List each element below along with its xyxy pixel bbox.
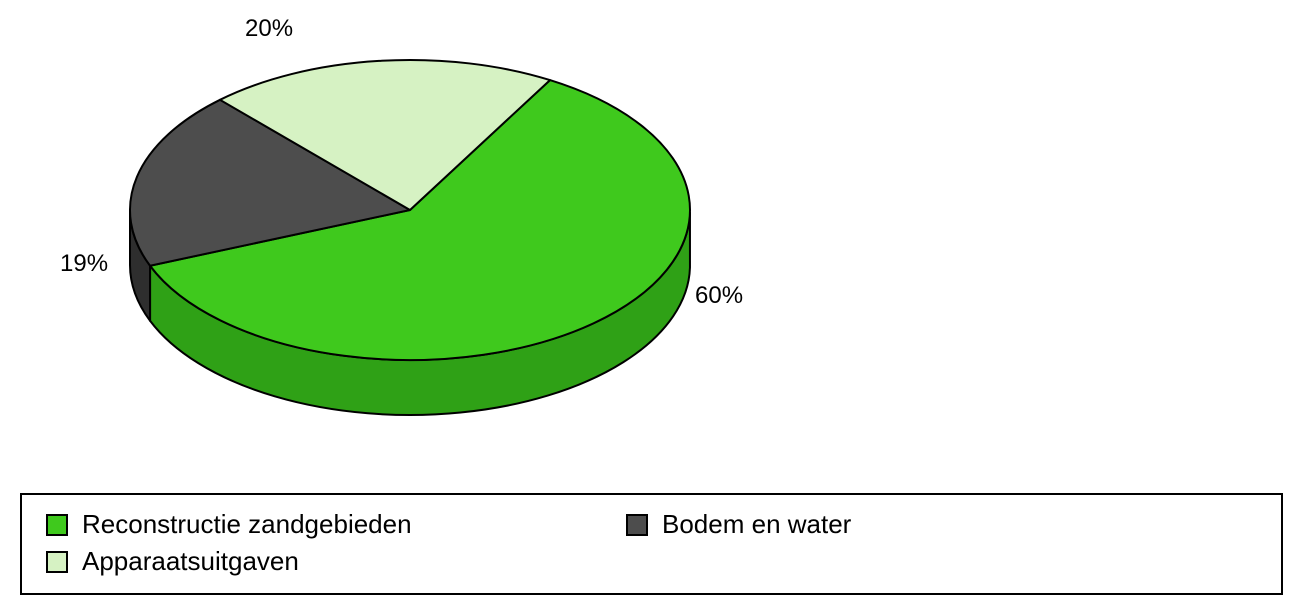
slice-label-2: 20% xyxy=(245,15,293,43)
legend: Reconstructie zandgebieden Bodem en wate… xyxy=(20,493,1283,595)
pie-chart-3d: 60% 19% 20% xyxy=(40,0,840,450)
legend-item-2: Apparaatsuitgaven xyxy=(46,546,586,577)
legend-text-2: Apparaatsuitgaven xyxy=(82,546,299,577)
legend-swatch-2 xyxy=(46,551,68,573)
legend-text-0: Reconstructie zandgebieden xyxy=(82,509,412,540)
legend-item-0: Reconstructie zandgebieden xyxy=(46,509,586,540)
page: { "chart": { "type": "pie3d", "center_x"… xyxy=(0,0,1303,615)
slice-label-0: 60% xyxy=(695,282,743,310)
legend-item-1: Bodem en water xyxy=(626,509,851,540)
pie-svg xyxy=(40,0,840,450)
legend-swatch-0 xyxy=(46,514,68,536)
legend-text-1: Bodem en water xyxy=(662,509,851,540)
legend-swatch-1 xyxy=(626,514,648,536)
slice-label-1: 19% xyxy=(60,250,108,278)
